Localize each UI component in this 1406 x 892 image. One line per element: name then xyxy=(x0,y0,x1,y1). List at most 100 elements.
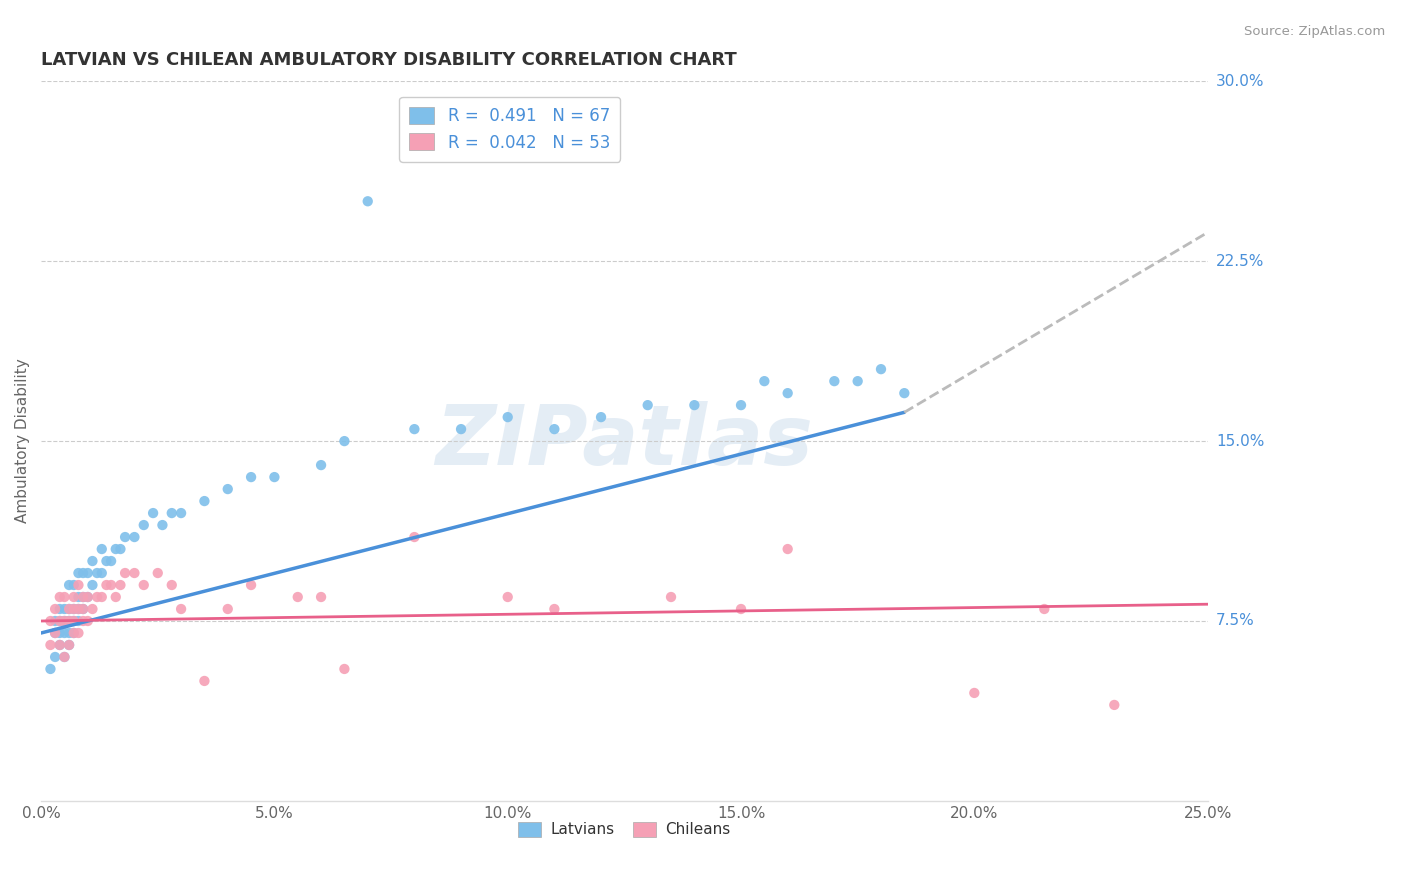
Point xyxy=(67,566,90,580)
Point xyxy=(96,554,118,568)
Point xyxy=(160,506,183,520)
Point xyxy=(287,590,309,604)
Point xyxy=(62,614,84,628)
Point xyxy=(58,602,80,616)
Point xyxy=(333,662,356,676)
Point xyxy=(193,673,215,688)
Point xyxy=(132,518,155,533)
Point xyxy=(240,578,263,592)
Point xyxy=(67,578,90,592)
Point xyxy=(132,578,155,592)
Point xyxy=(44,602,66,616)
Point xyxy=(823,374,845,388)
Point xyxy=(39,638,62,652)
Point xyxy=(49,638,72,652)
Point xyxy=(72,590,94,604)
Point xyxy=(160,578,183,592)
Text: 15.0%: 15.0% xyxy=(1216,434,1264,449)
Point xyxy=(754,374,776,388)
Point xyxy=(152,518,174,533)
Point xyxy=(72,590,94,604)
Point xyxy=(114,566,136,580)
Point xyxy=(730,398,752,412)
Point xyxy=(49,590,72,604)
Point xyxy=(893,386,915,401)
Point xyxy=(170,506,193,520)
Point xyxy=(82,554,104,568)
Point xyxy=(72,614,94,628)
Y-axis label: Ambulatory Disability: Ambulatory Disability xyxy=(15,359,30,524)
Point xyxy=(72,602,94,616)
Point xyxy=(776,386,799,401)
Point xyxy=(67,590,90,604)
Point xyxy=(404,422,426,436)
Point xyxy=(100,554,122,568)
Point xyxy=(963,686,986,700)
Point xyxy=(404,530,426,544)
Point xyxy=(309,590,332,604)
Point xyxy=(110,578,132,592)
Text: ZIPatlas: ZIPatlas xyxy=(436,401,813,482)
Point xyxy=(53,650,76,665)
Point xyxy=(450,422,472,436)
Point xyxy=(543,422,565,436)
Point xyxy=(58,638,80,652)
Point xyxy=(659,590,682,604)
Point xyxy=(62,626,84,640)
Point xyxy=(67,614,90,628)
Point xyxy=(72,566,94,580)
Point xyxy=(110,542,132,557)
Point xyxy=(39,614,62,628)
Point xyxy=(333,434,356,449)
Point xyxy=(53,626,76,640)
Point xyxy=(193,494,215,508)
Point xyxy=(96,578,118,592)
Point xyxy=(49,626,72,640)
Point xyxy=(846,374,869,388)
Point xyxy=(62,578,84,592)
Point xyxy=(53,614,76,628)
Point xyxy=(58,638,80,652)
Point xyxy=(90,542,112,557)
Point xyxy=(53,590,76,604)
Point xyxy=(58,614,80,628)
Point xyxy=(67,602,90,616)
Point xyxy=(44,626,66,640)
Point xyxy=(217,602,239,616)
Point xyxy=(62,602,84,616)
Point xyxy=(58,602,80,616)
Point xyxy=(72,602,94,616)
Legend: Latvians, Chileans: Latvians, Chileans xyxy=(512,815,737,844)
Point xyxy=(104,590,127,604)
Text: 30.0%: 30.0% xyxy=(1216,74,1264,89)
Point xyxy=(776,542,799,557)
Point xyxy=(1033,602,1056,616)
Point xyxy=(82,602,104,616)
Point xyxy=(124,530,146,544)
Point xyxy=(44,626,66,640)
Point xyxy=(76,614,98,628)
Point xyxy=(39,662,62,676)
Point xyxy=(142,506,165,520)
Point xyxy=(170,602,193,616)
Point xyxy=(100,578,122,592)
Point xyxy=(589,410,612,425)
Point xyxy=(76,566,98,580)
Point xyxy=(240,470,263,484)
Point xyxy=(62,626,84,640)
Point xyxy=(62,590,84,604)
Text: 7.5%: 7.5% xyxy=(1216,614,1254,629)
Point xyxy=(683,398,706,412)
Text: Source: ZipAtlas.com: Source: ZipAtlas.com xyxy=(1244,25,1385,38)
Point xyxy=(543,602,565,616)
Point xyxy=(496,590,519,604)
Point xyxy=(44,614,66,628)
Point xyxy=(309,458,332,472)
Point xyxy=(62,602,84,616)
Point xyxy=(76,590,98,604)
Point xyxy=(637,398,659,412)
Point xyxy=(49,638,72,652)
Point xyxy=(58,614,80,628)
Point xyxy=(44,650,66,665)
Point xyxy=(124,566,146,580)
